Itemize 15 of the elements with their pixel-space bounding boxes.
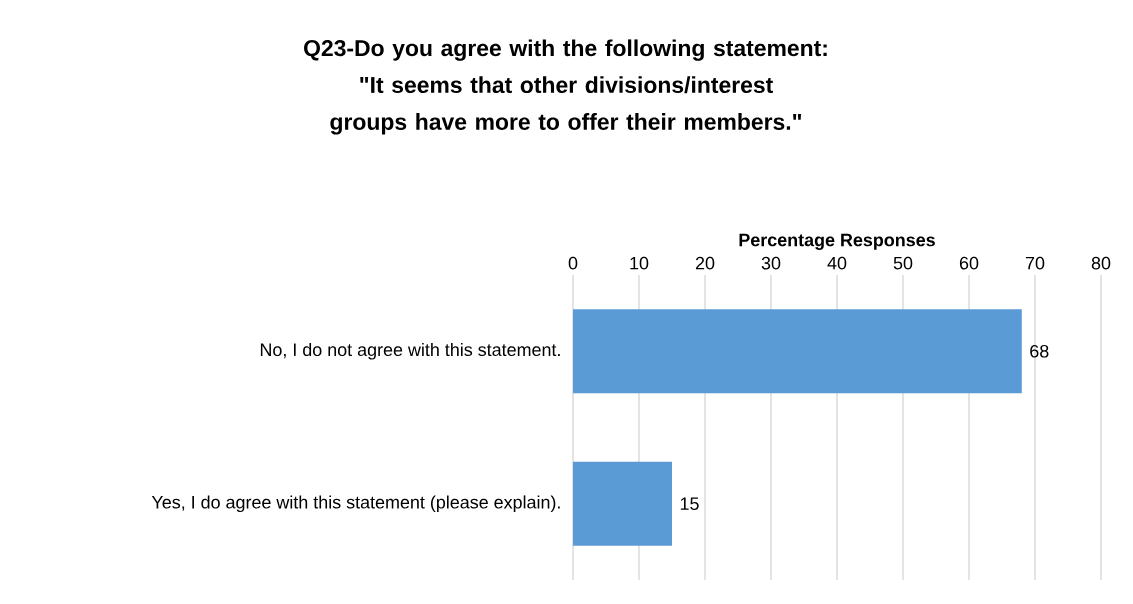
x-tick-label: 50 xyxy=(893,256,913,270)
data-label: 68 xyxy=(1030,344,1049,358)
x-tick-label: 40 xyxy=(827,256,847,270)
x-tick-label: 20 xyxy=(695,256,715,270)
x-tick-label: 60 xyxy=(959,256,979,270)
x-tick-label: 30 xyxy=(761,256,781,270)
x-tick-label: 10 xyxy=(630,256,649,270)
data-label: 15 xyxy=(680,497,699,511)
x-axis-title: Percentage Responses xyxy=(739,233,935,250)
y-tick-label: Yes, I do agree with this statement (please explain). xyxy=(151,495,560,513)
x-tick-label: 70 xyxy=(1025,256,1045,270)
x-tick-label: 0 xyxy=(568,256,578,270)
y-tick-label: No, I do not agree with this statement. xyxy=(260,342,560,360)
chart-title: Q23-Do you agree with the following statement: "It seems that other divisions/interest groups have more to offer their members." xyxy=(304,39,827,135)
x-tick-label: 80 xyxy=(1091,256,1111,270)
